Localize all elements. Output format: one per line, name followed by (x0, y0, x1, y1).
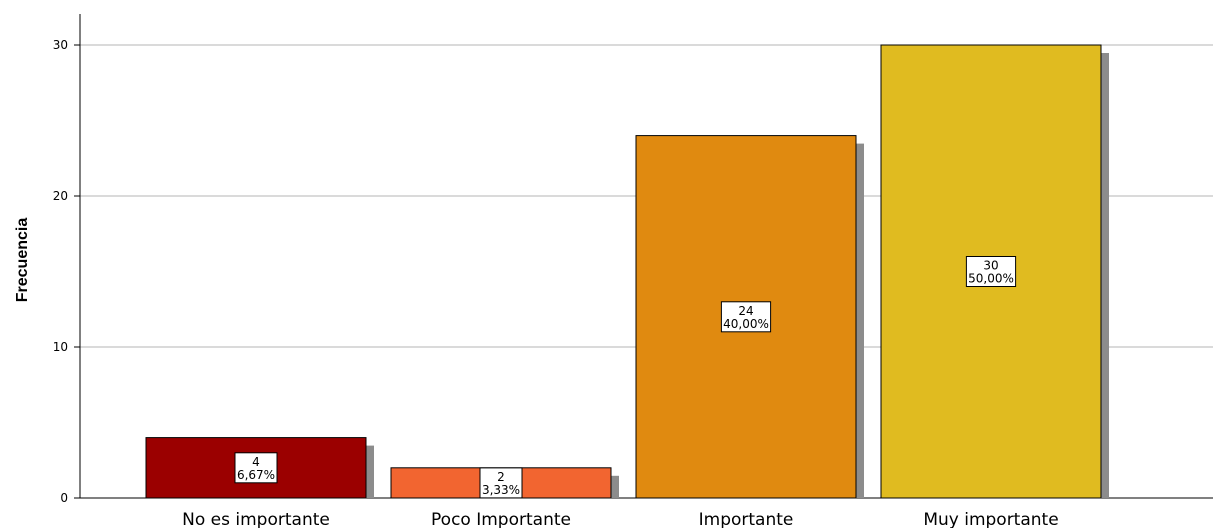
data-label-percent: 50,00% (968, 272, 1014, 286)
y-tick-label: 10 (53, 340, 68, 354)
data-label-box (965, 256, 1017, 287)
data-label-count: 2 (497, 470, 505, 484)
data-label-percent: 3,33% (482, 483, 520, 497)
x-tick-label: Poco Importante (431, 510, 571, 528)
data-label-percent: 40,00% (723, 317, 769, 331)
x-tick-label: Importante (699, 510, 794, 528)
data-label-box (720, 301, 772, 333)
x-tick-label: Muy importante (923, 510, 1058, 528)
data-label-count: 4 (252, 455, 260, 469)
data-label-count: 30 (983, 259, 998, 273)
data-label-count: 24 (738, 304, 753, 318)
y-tick-label: 30 (53, 38, 68, 52)
data-label-box (479, 467, 523, 499)
y-tick-label: 0 (60, 491, 68, 505)
y-axis-title: Frecuencia (14, 218, 31, 303)
data-label-percent: 6,67% (237, 468, 275, 482)
y-tick-label: 20 (53, 189, 68, 203)
x-tick-label: No es importante (182, 510, 330, 528)
data-label-box (234, 452, 278, 484)
bars (145, 44, 1109, 499)
